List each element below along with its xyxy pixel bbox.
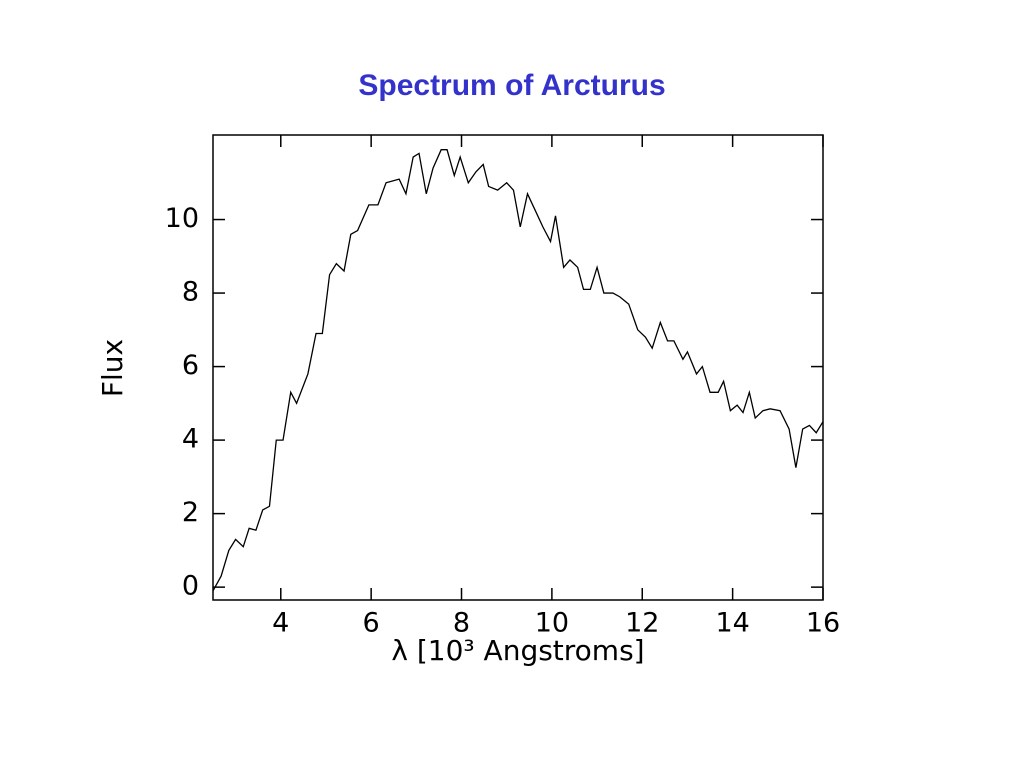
y-tick-label: 8 [182,277,199,308]
y-tick-label: 4 [182,424,199,455]
x-tick-label: 16 [806,608,840,639]
x-tick-label: 8 [453,608,470,639]
plot-frame [212,134,824,601]
y-tick-label: 10 [165,203,199,234]
y-tick-label: 6 [182,350,199,381]
y-axis-label: Flux [96,339,129,397]
x-axis-label: λ [10³ Angstroms] [391,634,644,667]
x-tick-label: 10 [535,608,569,639]
y-tick-label: 0 [182,571,199,602]
y-tick-label: 2 [182,497,199,528]
x-tick-label: 14 [715,608,749,639]
x-tick-label: 12 [625,608,659,639]
spectrum-line [212,149,824,592]
x-tick-label: 4 [272,608,289,639]
chart-title: Spectrum of Arcturus [358,69,665,102]
x-tick-label: 6 [363,608,380,639]
